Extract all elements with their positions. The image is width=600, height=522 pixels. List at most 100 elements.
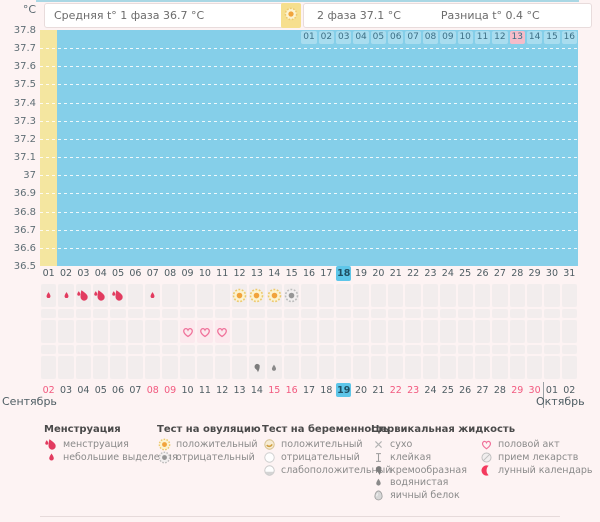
event-cell[interactable] bbox=[301, 356, 317, 379]
event-cell[interactable] bbox=[197, 320, 213, 343]
event-cell[interactable] bbox=[422, 309, 439, 318]
calendar-date-label[interactable]: 16 bbox=[285, 384, 298, 396]
event-cell[interactable] bbox=[405, 309, 421, 318]
calendar-date-label[interactable]: 10 bbox=[181, 384, 194, 396]
event-cell[interactable] bbox=[41, 345, 57, 354]
event-cell[interactable] bbox=[145, 320, 161, 343]
cycle-day-label[interactable]: 28 bbox=[511, 268, 524, 279]
event-cell[interactable] bbox=[197, 309, 213, 318]
event-cell[interactable] bbox=[179, 356, 196, 379]
event-cell[interactable] bbox=[214, 356, 230, 379]
cycle-day-label[interactable]: 13 bbox=[250, 268, 263, 279]
event-cell[interactable] bbox=[492, 309, 508, 318]
event-cell[interactable] bbox=[179, 320, 196, 343]
event-cell[interactable] bbox=[110, 320, 126, 343]
event-cell[interactable] bbox=[509, 320, 525, 343]
cycle-day-label[interactable]: 29 bbox=[528, 268, 541, 279]
event-cell[interactable] bbox=[457, 356, 473, 379]
event-cell[interactable] bbox=[544, 356, 560, 379]
event-cell[interactable] bbox=[353, 320, 369, 343]
event-cell[interactable] bbox=[492, 320, 508, 343]
phase2-day-cell[interactable]: 01 bbox=[301, 30, 317, 44]
event-cell[interactable] bbox=[544, 345, 560, 354]
phase2-day-cell[interactable]: 11 bbox=[474, 30, 491, 44]
event-cell[interactable] bbox=[58, 345, 74, 354]
event-cell[interactable] bbox=[249, 309, 265, 318]
cycle-day-label[interactable]: 01 bbox=[42, 268, 55, 279]
cycle-day-label[interactable]: 24 bbox=[441, 268, 454, 279]
calendar-date-label[interactable]: 19 bbox=[336, 383, 352, 397]
event-cell[interactable] bbox=[405, 356, 421, 379]
event-cell[interactable] bbox=[145, 284, 161, 307]
event-cell[interactable] bbox=[93, 320, 109, 343]
event-cell[interactable] bbox=[58, 320, 74, 343]
cycle-day-label[interactable]: 26 bbox=[476, 268, 489, 279]
phase2-day-cell[interactable]: 03 bbox=[336, 30, 352, 44]
calendar-date-label[interactable]: 08 bbox=[146, 384, 159, 396]
event-cell[interactable] bbox=[58, 356, 74, 379]
event-cell[interactable] bbox=[249, 320, 265, 343]
event-cell[interactable] bbox=[422, 320, 439, 343]
event-cell[interactable] bbox=[110, 345, 126, 354]
phase2-day-cell[interactable]: 02 bbox=[318, 30, 335, 44]
event-cell[interactable] bbox=[110, 284, 126, 307]
event-cell[interactable] bbox=[457, 309, 473, 318]
calendar-date-label[interactable]: 25 bbox=[441, 384, 454, 396]
event-cell[interactable] bbox=[474, 356, 491, 379]
phase2-day-cell[interactable]: 10 bbox=[457, 30, 473, 44]
event-cell[interactable] bbox=[127, 284, 144, 307]
calendar-date-label[interactable]: 13 bbox=[233, 384, 246, 396]
event-cell[interactable] bbox=[405, 284, 421, 307]
event-cell[interactable] bbox=[162, 356, 178, 379]
calendar-date-label[interactable]: 05 bbox=[94, 384, 107, 396]
cycle-day-label[interactable]: 16 bbox=[302, 268, 316, 279]
event-cell[interactable] bbox=[197, 284, 213, 307]
event-cell[interactable] bbox=[249, 284, 265, 307]
event-cell[interactable] bbox=[353, 284, 369, 307]
event-cell[interactable] bbox=[526, 320, 543, 343]
calendar-date-label[interactable]: 23 bbox=[407, 384, 420, 396]
phase2-day-cell[interactable]: 16 bbox=[561, 30, 577, 44]
calendar-date-label[interactable]: 26 bbox=[459, 384, 472, 396]
calendar-date-label[interactable]: 11 bbox=[198, 384, 211, 396]
event-cell[interactable] bbox=[509, 345, 525, 354]
cycle-day-label[interactable]: 15 bbox=[285, 268, 298, 279]
event-cell[interactable] bbox=[388, 284, 404, 307]
event-cell[interactable] bbox=[440, 309, 456, 318]
event-cell[interactable] bbox=[492, 284, 508, 307]
calendar-date-label[interactable]: 06 bbox=[112, 384, 125, 396]
cycle-day-label[interactable]: 02 bbox=[59, 268, 73, 279]
event-cell[interactable] bbox=[214, 345, 230, 354]
event-cell[interactable] bbox=[179, 284, 196, 307]
event-cell[interactable] bbox=[75, 345, 92, 354]
event-cell[interactable] bbox=[162, 284, 178, 307]
cycle-day-label[interactable]: 04 bbox=[94, 268, 107, 279]
calendar-date-label[interactable]: 07 bbox=[129, 384, 142, 396]
event-cell[interactable] bbox=[41, 309, 57, 318]
calendar-date-label[interactable]: 15 bbox=[268, 384, 281, 396]
event-cell[interactable] bbox=[474, 345, 491, 354]
event-cell[interactable] bbox=[266, 284, 282, 307]
event-cell[interactable] bbox=[214, 284, 230, 307]
event-cell[interactable] bbox=[214, 309, 230, 318]
event-cell[interactable] bbox=[197, 345, 213, 354]
event-cell[interactable] bbox=[231, 345, 248, 354]
phase2-day-cell[interactable]: 05 bbox=[370, 30, 387, 44]
event-cell[interactable] bbox=[41, 356, 57, 379]
event-cell[interactable] bbox=[561, 345, 577, 354]
event-cell[interactable] bbox=[75, 309, 92, 318]
event-cell[interactable] bbox=[301, 345, 317, 354]
calendar-date-label[interactable]: 22 bbox=[389, 384, 402, 396]
event-cell[interactable] bbox=[422, 356, 439, 379]
event-cell[interactable] bbox=[301, 284, 317, 307]
event-cell[interactable] bbox=[526, 356, 543, 379]
event-cell[interactable] bbox=[422, 345, 439, 354]
calendar-date-label[interactable]: 02 bbox=[563, 384, 576, 396]
event-cell[interactable] bbox=[405, 320, 421, 343]
event-cell[interactable] bbox=[93, 356, 109, 379]
event-cell[interactable] bbox=[526, 284, 543, 307]
cycle-day-label[interactable]: 03 bbox=[77, 268, 90, 279]
event-cell[interactable] bbox=[110, 356, 126, 379]
event-cell[interactable] bbox=[370, 309, 387, 318]
event-cell[interactable] bbox=[509, 309, 525, 318]
